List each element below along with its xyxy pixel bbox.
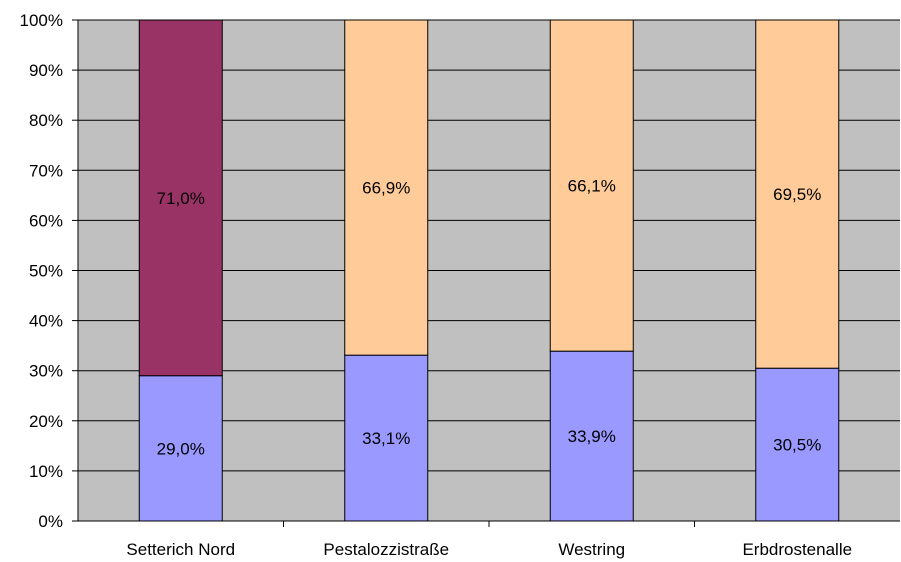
bar-segment [138,375,223,522]
x-category-label: Setterich Nord [126,540,235,559]
x-category-label: Pestalozzistraße [323,540,449,559]
y-tick-label: 80% [29,111,63,130]
bar-segment [755,367,840,522]
x-category-label: Erbdrostenalle [742,540,852,559]
data-label: 71,0% [157,189,205,208]
x-category-labels: Setterich Nord Pestalozzistraße Westring Er… [126,540,852,559]
y-tick-label: 0% [38,512,63,531]
bar-segment [138,19,223,377]
bars [138,19,840,522]
bar-segment [755,19,840,369]
data-label: 66,9% [362,179,410,198]
y-tick-label: 100% [20,11,63,30]
y-tick-labels: 0% 10% 20% 30% 40% 50% 60% 70% 80% 90% 100% [20,11,63,531]
bar-segment [344,19,429,356]
y-tick-label: 20% [29,412,63,431]
y-tick-label: 40% [29,312,63,331]
bar-segment [549,19,634,352]
bar-segment [549,350,634,522]
bar-segment [344,354,429,522]
data-label: 30,5% [773,436,821,455]
data-label: 29,0% [157,439,205,458]
y-tick-label: 30% [29,362,63,381]
axes [72,19,900,527]
data-label: 33,9% [568,427,616,446]
y-tick-label: 50% [29,262,63,281]
data-label: 66,1% [568,177,616,196]
y-tick-label: 90% [29,61,63,80]
y-tick-label: 10% [29,462,63,481]
data-label: 69,5% [773,185,821,204]
data-labels: 29,0% 71,0% 33,1% 66,9% 33,9% 66,1% 30,5% 69,5% [157,177,822,459]
x-category-label: Westring [558,540,625,559]
y-tick-label: 70% [29,161,63,180]
data-label: 33,1% [362,429,410,448]
y-tick-label: 60% [29,211,63,230]
